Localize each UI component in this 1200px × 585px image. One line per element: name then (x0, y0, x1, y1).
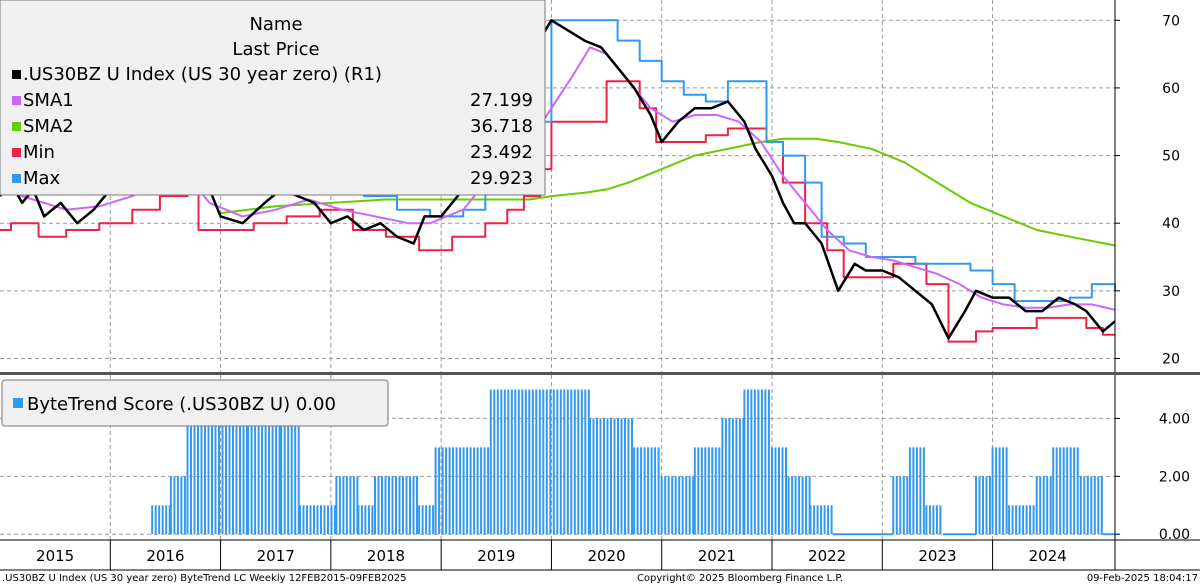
legend-entry-value: 23.492 (470, 142, 533, 163)
score-legend-label: ByteTrend Score (.US30BZ U) 0.00 (27, 394, 336, 415)
score-legend: ByteTrend Score (.US30BZ U) 0.00 (1, 379, 389, 427)
x-year-label: 2015 (36, 547, 74, 565)
score-legend-box (1, 379, 389, 427)
footer-right: 09-Feb-2025 18:04:17 (1087, 573, 1198, 584)
legend-entry-name: Min (23, 142, 55, 163)
legend-entry-name: Max (23, 168, 61, 189)
x-year-label: 2016 (146, 547, 184, 565)
legend-swatch (12, 70, 21, 79)
legend-swatch (12, 122, 21, 131)
x-year-label: 2022 (808, 547, 846, 565)
x-year-label: 2021 (698, 547, 736, 565)
legend-swatch (12, 96, 21, 105)
x-year-label: 2019 (477, 547, 515, 565)
score-legend-swatch (13, 398, 23, 408)
price-y-tick-label: 40 (1162, 216, 1180, 232)
x-year-label: 2024 (1029, 547, 1067, 565)
price-y-tick-label: 70 (1162, 13, 1180, 29)
panel-divider (0, 372, 1200, 375)
score-y-tick-label: 0.00 (1159, 527, 1190, 543)
x-year-label: 2020 (587, 547, 625, 565)
legend-swatch (12, 174, 21, 183)
legend-swatch (12, 148, 21, 157)
legend-entry-value: 29.923 (470, 168, 533, 189)
footer-center: Copyright© 2025 Bloomberg Finance L.P. (637, 573, 843, 584)
score-y-tick-label: 2.00 (1159, 469, 1190, 485)
score-y-tick-label: 4.00 (1159, 411, 1190, 427)
price-y-tick-label: 30 (1162, 284, 1180, 300)
legend-entry-value: 36.718 (470, 116, 533, 137)
x-year-label: 2023 (918, 547, 956, 565)
legend-entry-name: SMA1 (23, 90, 74, 111)
series-line-sma2 (220, 137, 1116, 247)
legend-header-last-price: Last Price (232, 39, 319, 60)
footer-left: .US30BZ U Index (US 30 year zero) ByteTr… (2, 573, 407, 584)
price-legend: Name Last Price .US30BZ U Index (US 30 y… (0, 0, 546, 196)
x-year-label: 2017 (257, 547, 295, 565)
price-y-tick-label: 60 (1162, 81, 1180, 97)
price-legend-box (0, 0, 546, 196)
x-year-label: 2018 (367, 547, 405, 565)
legend-header-name: Name (249, 14, 302, 35)
legend-entry-name: SMA2 (23, 116, 74, 137)
legend-entry-name: .US30BZ U Index (US 30 year zero) (R1) (23, 64, 382, 85)
price-y-tick-label: 20 (1162, 351, 1180, 367)
price-y-tick-label: 50 (1162, 149, 1180, 165)
legend-entry-value: 27.199 (470, 90, 533, 111)
